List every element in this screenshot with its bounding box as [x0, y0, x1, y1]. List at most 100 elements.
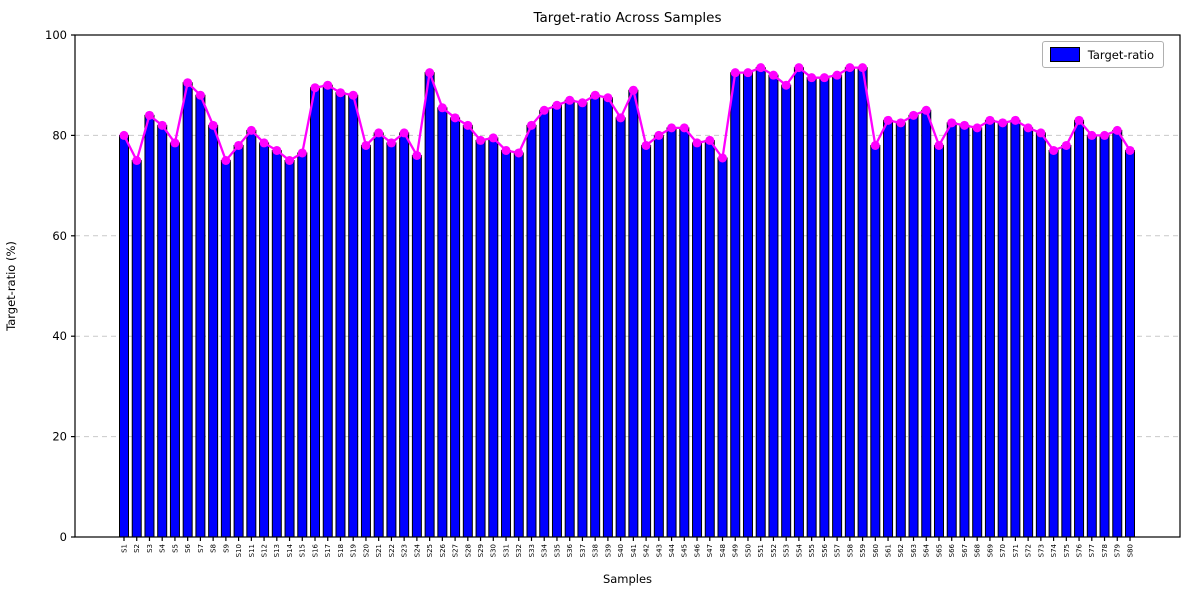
x-tick-label: S72 [1025, 544, 1033, 557]
data-point [781, 80, 791, 90]
data-point [259, 138, 269, 148]
x-tick-label: S16 [311, 543, 319, 557]
data-point [208, 120, 218, 130]
bar [551, 104, 562, 538]
data-point [667, 123, 677, 133]
y-tick-label: 80 [52, 128, 67, 142]
data-point [1112, 125, 1122, 135]
x-tick-label: S14 [286, 543, 294, 557]
bar [742, 72, 753, 538]
x-tick-label: S69 [986, 544, 994, 557]
data-point [641, 140, 651, 150]
x-tick-label: S59 [859, 544, 867, 557]
bar [921, 109, 932, 538]
data-point [1087, 130, 1097, 140]
x-tick-label: S33 [528, 544, 536, 557]
data-point [616, 113, 626, 123]
bar [386, 142, 397, 538]
data-point [718, 153, 728, 163]
bar [360, 144, 371, 538]
y-tick-label: 60 [52, 229, 67, 243]
x-tick-label: S12 [261, 544, 269, 557]
data-point [132, 156, 142, 165]
x-tick-label: S70 [999, 544, 1007, 557]
bar [577, 102, 588, 538]
bar [755, 67, 766, 538]
bar [1023, 127, 1034, 538]
x-tick-label: S17 [324, 544, 332, 557]
data-point [590, 90, 600, 100]
data-point [335, 88, 345, 98]
data-point [1010, 115, 1020, 125]
bar [933, 144, 944, 538]
data-point [679, 123, 689, 133]
data-point [323, 80, 333, 90]
data-point [297, 148, 307, 158]
data-point [1074, 115, 1084, 125]
x-tick-label: S75 [1063, 544, 1071, 557]
x-tick-label: S35 [553, 544, 561, 557]
x-tick-label: S38 [592, 544, 600, 557]
x-tick-label: S19 [350, 544, 358, 557]
data-point [985, 115, 995, 125]
bar [844, 67, 855, 538]
bar [169, 142, 180, 538]
x-tick-label: S18 [337, 544, 345, 557]
bar [628, 89, 639, 538]
x-tick-label: S61 [885, 544, 893, 557]
bar [959, 124, 970, 538]
x-tick-label: S8 [210, 544, 218, 553]
bar [322, 84, 333, 538]
x-tick-label: S25 [426, 544, 434, 557]
bar [462, 124, 473, 538]
x-axis-label: Samples [602, 572, 653, 586]
bar [781, 84, 792, 538]
x-tick-label: S58 [846, 544, 854, 557]
legend-label: Target-ratio [1087, 47, 1154, 62]
data-point [883, 115, 893, 125]
bar [144, 114, 155, 538]
x-tick-label: S36 [566, 543, 574, 557]
x-tick-label: S7 [197, 544, 205, 553]
bar [1048, 149, 1059, 538]
x-tick-label: S80 [1126, 544, 1134, 557]
x-tick-label: S49 [732, 544, 740, 557]
x-tick-label: S26 [439, 543, 447, 557]
bar [908, 114, 919, 538]
data-point [577, 98, 587, 108]
bar [717, 157, 728, 538]
data-point [425, 68, 435, 78]
data-point [1125, 145, 1135, 155]
data-point [437, 103, 447, 113]
x-tick-label: S77 [1088, 544, 1096, 557]
bar [984, 119, 995, 538]
x-tick-label: S54 [795, 543, 803, 557]
x-tick-label: S55 [808, 544, 816, 557]
data-point [310, 83, 320, 93]
data-point [1023, 123, 1033, 133]
bar [501, 149, 512, 538]
bar [348, 94, 359, 538]
chart-title: Target-ratio Across Samples [533, 10, 722, 26]
data-point [221, 156, 231, 165]
data-point [756, 63, 766, 73]
data-point [399, 128, 409, 138]
data-point [909, 110, 919, 120]
x-tick-label: S10 [235, 544, 243, 557]
data-point [870, 140, 880, 150]
y-tick-label: 20 [52, 430, 67, 444]
x-tick-label: S46 [693, 543, 701, 557]
plot-border [74, 34, 1181, 538]
x-tick-label: S64 [923, 543, 931, 557]
data-point [170, 138, 180, 148]
x-tick-label: S45 [681, 544, 689, 557]
bar [793, 67, 804, 538]
x-tick-label: S67 [961, 544, 969, 557]
bar [539, 109, 550, 538]
x-tick-label: S78 [1101, 544, 1109, 557]
bar [259, 142, 270, 538]
bar [335, 92, 346, 538]
x-tick-label: S40 [617, 544, 625, 557]
bar [182, 82, 193, 538]
x-tick-label: S34 [541, 543, 549, 557]
